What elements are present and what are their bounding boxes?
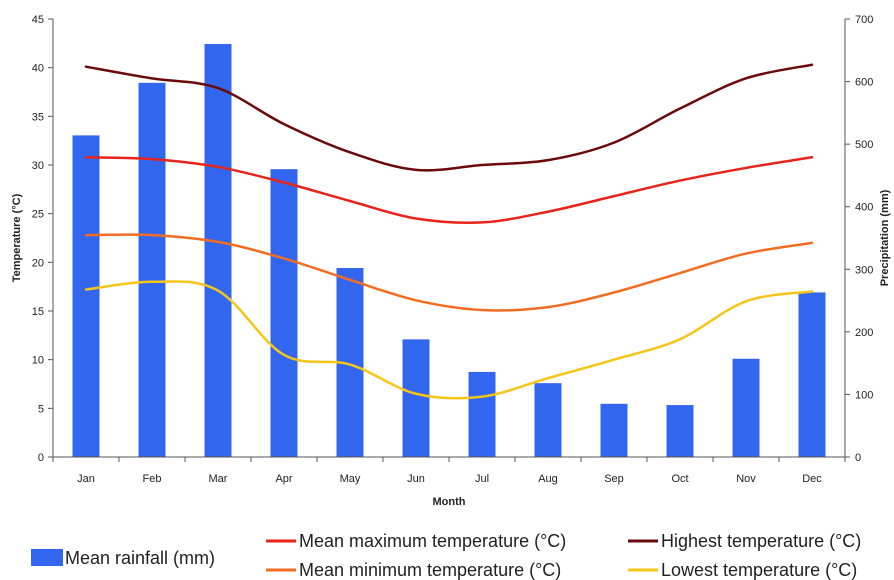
- x-tick-label: Feb: [143, 473, 162, 485]
- x-tick-label: Oct: [671, 473, 688, 485]
- axis-ticks: 0 5 10 15 20 25 30 35 40 45 0 100 200 300 400 500 600 700…: [32, 14, 874, 485]
- y-left-tick-label: 5: [38, 403, 44, 415]
- legend-swatch-rainfall: [31, 549, 63, 566]
- legend-label-highest: Highest temperature (°C): [661, 531, 861, 551]
- y-axis-right-title: Precipitation (mm): [879, 189, 891, 286]
- x-tick-label: Dec: [802, 473, 822, 485]
- x-axis-title: Month: [433, 496, 466, 508]
- y-left-tick-label: 10: [32, 355, 44, 367]
- y-axis-left-title: Temperature (°C): [11, 193, 23, 282]
- legend-label-mean-max: Mean maximum temperature (°C): [299, 531, 566, 551]
- y-right-tick-label: 300: [855, 264, 873, 276]
- x-tick-label: Sep: [604, 473, 624, 485]
- y-right-tick-label: 400: [855, 202, 873, 214]
- y-right-tick-label: 200: [855, 327, 873, 339]
- x-tick-label: Jul: [475, 473, 489, 485]
- x-tick-label: Mar: [209, 473, 228, 485]
- x-tick-label: Nov: [736, 473, 756, 485]
- y-left-tick-label: 25: [32, 209, 44, 221]
- x-tick-label: Jan: [77, 473, 95, 485]
- legend-label-mean-min: Mean minimum temperature (°C): [299, 560, 561, 580]
- rainfall-bar: [72, 135, 100, 457]
- rainfall-bar: [204, 44, 232, 458]
- rainfall-bar: [270, 169, 298, 457]
- y-left-tick-label: 40: [32, 63, 44, 75]
- y-left-tick-label: 45: [32, 14, 44, 26]
- line-lowest-temperature: [84, 280, 814, 400]
- y-left-tick-label: 35: [32, 111, 44, 123]
- x-tick-label: Apr: [275, 473, 292, 485]
- rainfall-bar: [534, 383, 562, 457]
- y-right-tick-label: 0: [855, 452, 861, 464]
- x-tick-label: May: [340, 473, 361, 485]
- line-highest-temperature: [84, 63, 814, 172]
- rainfall-bar: [732, 358, 760, 457]
- y-right-tick-label: 700: [855, 14, 873, 26]
- rainfall-bars: [72, 44, 826, 458]
- rainfall-bar: [402, 339, 430, 457]
- y-right-tick-label: 100: [855, 389, 873, 401]
- line-mean-minimum-temperature: [84, 233, 814, 312]
- legend-item-mean-min: Mean minimum temperature (°C): [266, 560, 561, 580]
- legend-item-lowest: Lowest temperature (°C): [628, 560, 857, 580]
- plot-area: 0 5 10 15 20 25 30 35 40 45 0 100 200 300 400 500 600 700…: [32, 14, 874, 485]
- x-tick-label: Jun: [407, 473, 425, 485]
- temperature-lines: [84, 63, 814, 400]
- x-tick-label: Aug: [538, 473, 558, 485]
- legend-item-mean-max: Mean maximum temperature (°C): [266, 531, 566, 551]
- legend-item-rainfall: Mean rainfall (mm): [31, 548, 215, 568]
- rainfall-bar: [798, 292, 826, 457]
- y-left-tick-label: 20: [32, 257, 44, 269]
- rainfall-bar: [666, 405, 694, 457]
- legend: Mean rainfall (mm) Mean maximum temperat…: [31, 531, 861, 580]
- line-mean-maximum-temperature: [84, 155, 814, 225]
- rainfall-bar: [138, 82, 166, 457]
- rainfall-bar: [468, 371, 496, 457]
- y-right-tick-label: 500: [855, 139, 873, 151]
- y-left-tick-label: 15: [32, 306, 44, 318]
- y-right-tick-label: 600: [855, 77, 873, 89]
- y-left-tick-label: 0: [38, 452, 44, 464]
- legend-label-rainfall: Mean rainfall (mm): [65, 548, 215, 568]
- rainfall-bar: [600, 403, 628, 457]
- legend-label-lowest: Lowest temperature (°C): [661, 560, 857, 580]
- y-left-tick-label: 30: [32, 160, 44, 172]
- legend-item-highest: Highest temperature (°C): [628, 531, 861, 551]
